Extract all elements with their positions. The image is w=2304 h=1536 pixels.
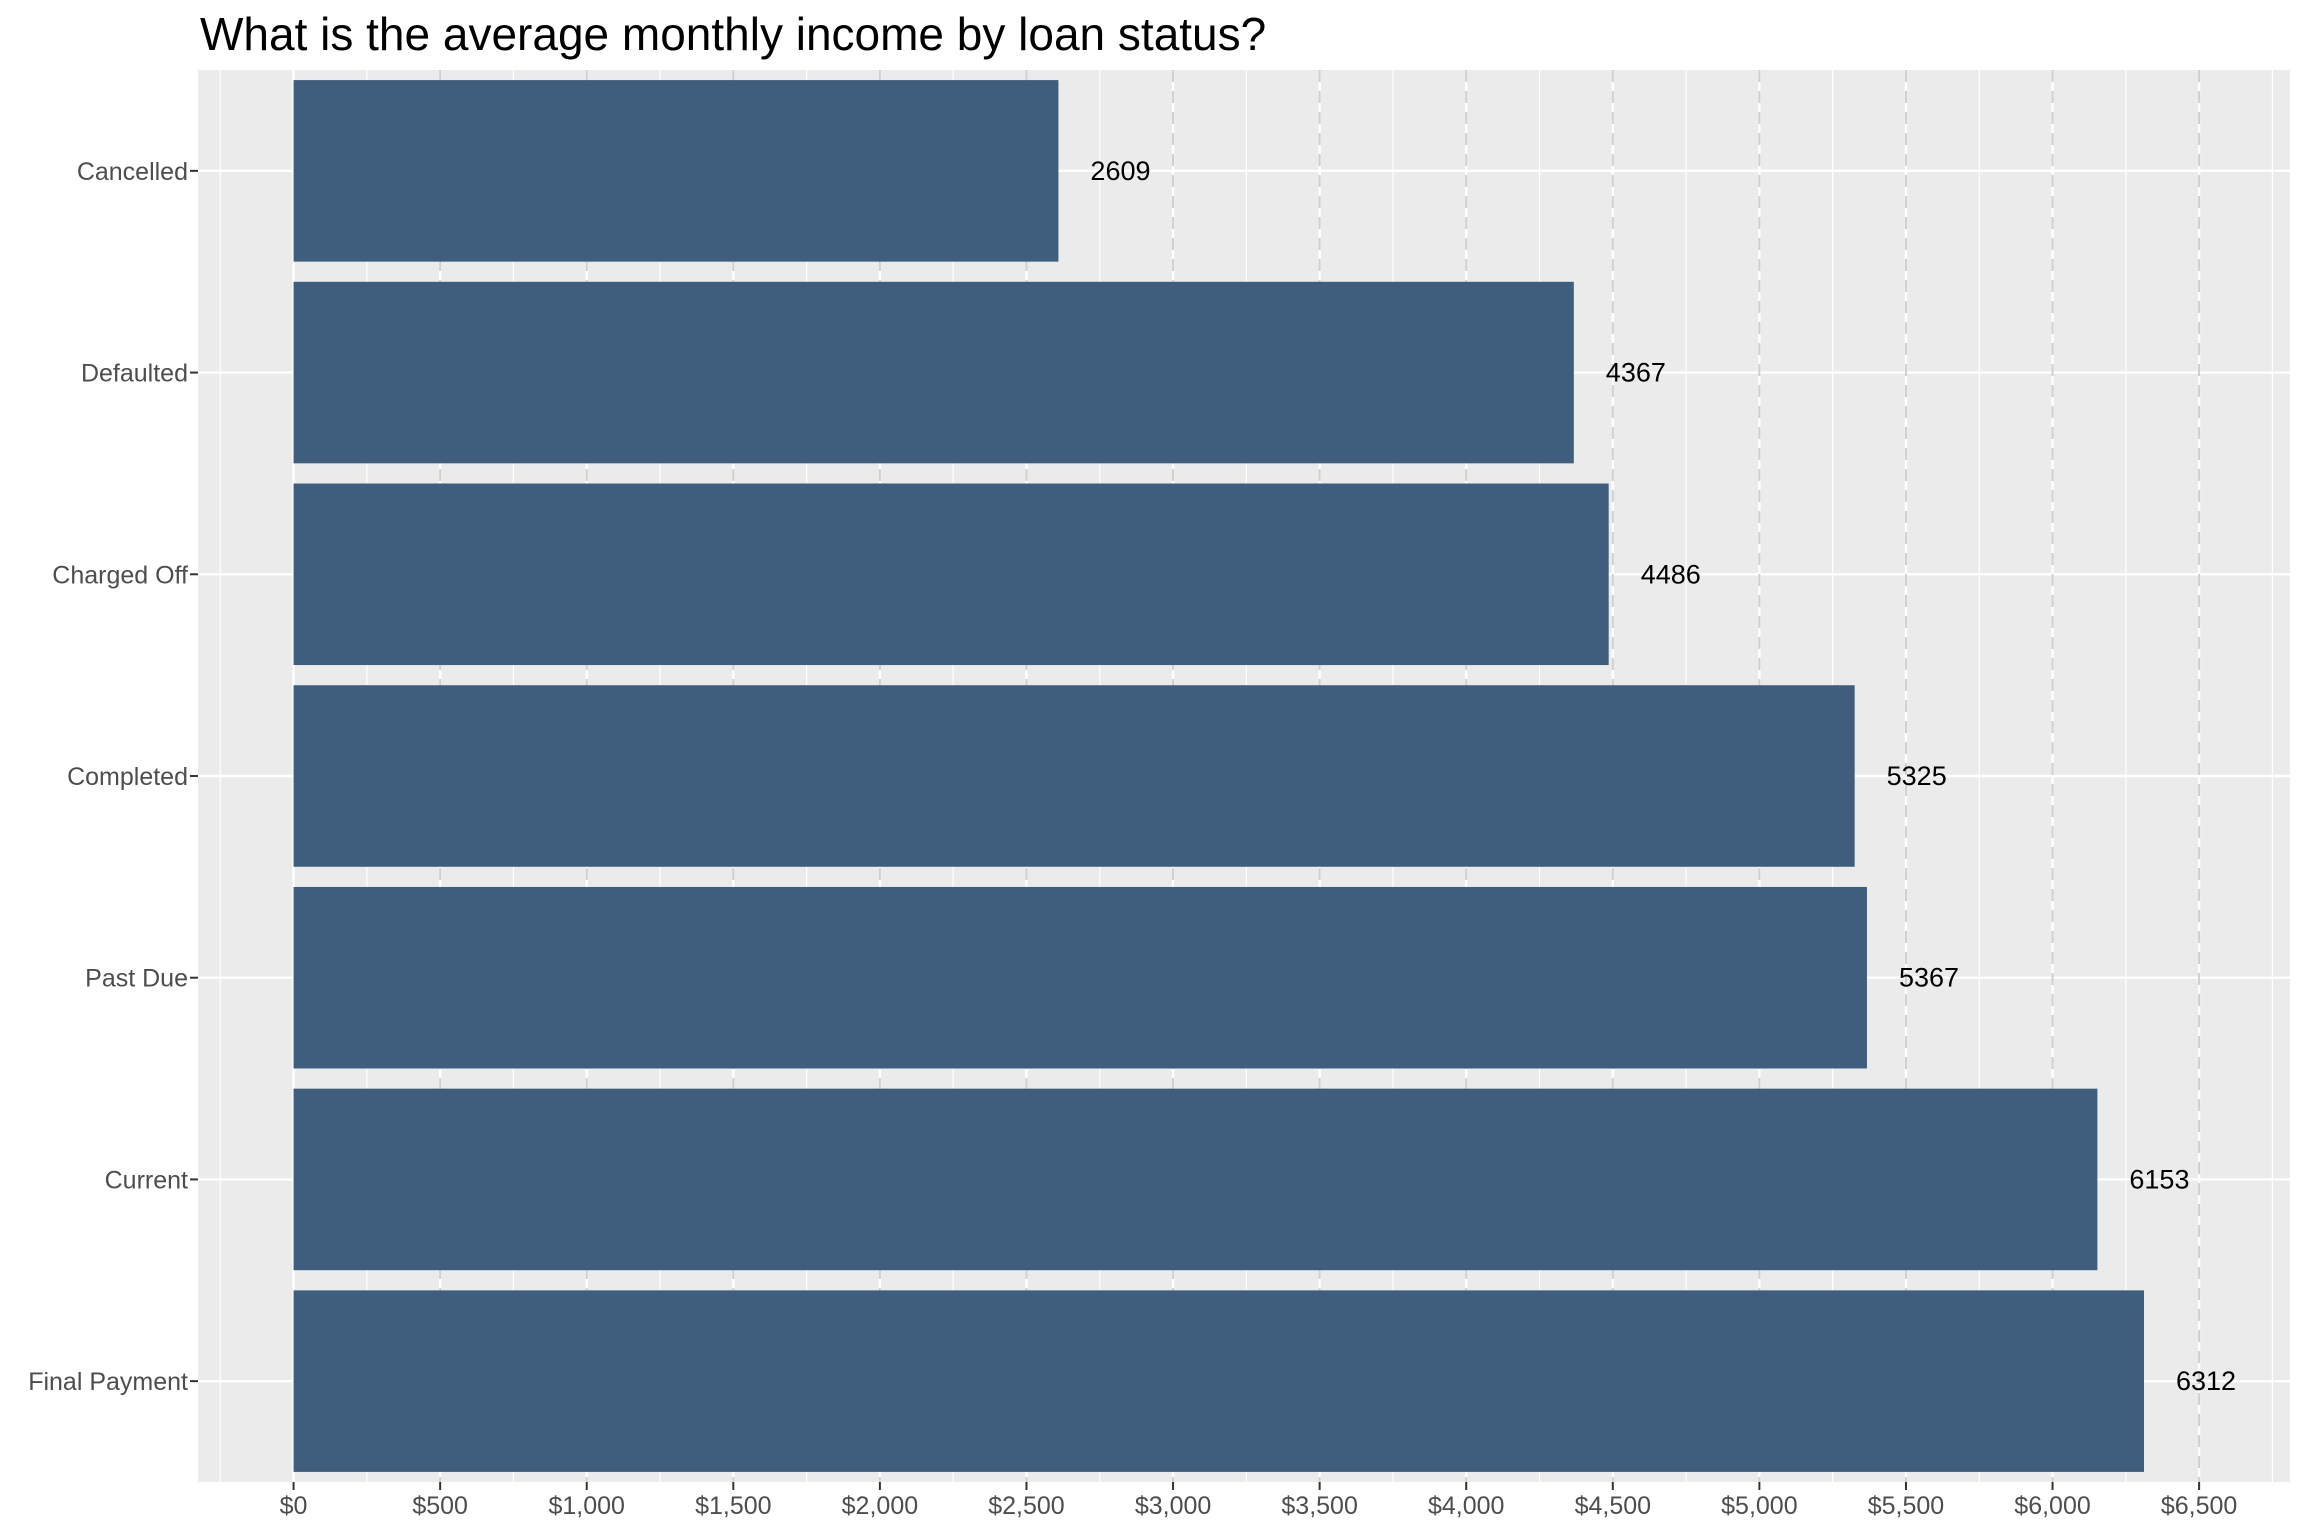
data-label: 6153 <box>2129 1164 2189 1194</box>
data-label: 4367 <box>1606 358 1666 388</box>
bar-cancelled <box>293 80 1059 262</box>
x-tick-label: $1,500 <box>695 1492 771 1520</box>
x-tick-label: $4,500 <box>1575 1492 1651 1520</box>
x-tick-label: $6,000 <box>2014 1492 2090 1520</box>
x-tick-label: $0 <box>280 1492 308 1520</box>
x-axis: $0 $500 $1,000 $1,500 $2,000 $2,500 $3,000 $3,5… <box>280 1482 2237 1520</box>
bar-final-payment <box>293 1290 2145 1472</box>
y-tick-label: Completed <box>67 763 188 791</box>
y-tick-label: Past Due <box>85 965 188 993</box>
y-tick-label: Final Payment <box>28 1368 188 1396</box>
x-tick-label: $4,000 <box>1428 1492 1504 1520</box>
x-tick-label: $1,000 <box>548 1492 624 1520</box>
y-axis: Cancelled Defaulted Charged Off Completed Pa… <box>28 158 198 1396</box>
x-tick-label: $5,500 <box>1868 1492 1944 1520</box>
bars <box>293 80 2145 1472</box>
chart-title: What is the average monthly income by lo… <box>200 8 1266 60</box>
data-label: 4486 <box>1641 559 1701 589</box>
x-tick-label: $6,500 <box>2161 1492 2237 1520</box>
x-tick-label: $5,000 <box>1721 1492 1797 1520</box>
x-tick-label: $3,000 <box>1135 1492 1211 1520</box>
x-tick-label: $3,500 <box>1281 1492 1357 1520</box>
data-labels: 2609 4367 4486 5325 5367 6153 6312 <box>1090 156 2236 1396</box>
bar-completed <box>293 685 1855 867</box>
data-label: 2609 <box>1090 156 1150 186</box>
data-label: 6312 <box>2176 1366 2236 1396</box>
data-label: 5367 <box>1899 963 1959 993</box>
x-tick-label: $2,000 <box>842 1492 918 1520</box>
bar-charged-off <box>293 483 1609 666</box>
y-tick-label: Current <box>105 1166 188 1194</box>
data-label: 5325 <box>1887 761 1947 791</box>
x-tick-label: $500 <box>412 1492 468 1520</box>
y-tick-label: Cancelled <box>77 158 188 186</box>
y-tick-label: Charged Off <box>52 561 188 589</box>
bar-current <box>293 1088 2098 1271</box>
y-tick-label: Defaulted <box>81 360 188 388</box>
bar-defaulted <box>293 281 1574 464</box>
bar-past-due <box>293 886 1867 1069</box>
x-tick-label: $2,500 <box>988 1492 1064 1520</box>
